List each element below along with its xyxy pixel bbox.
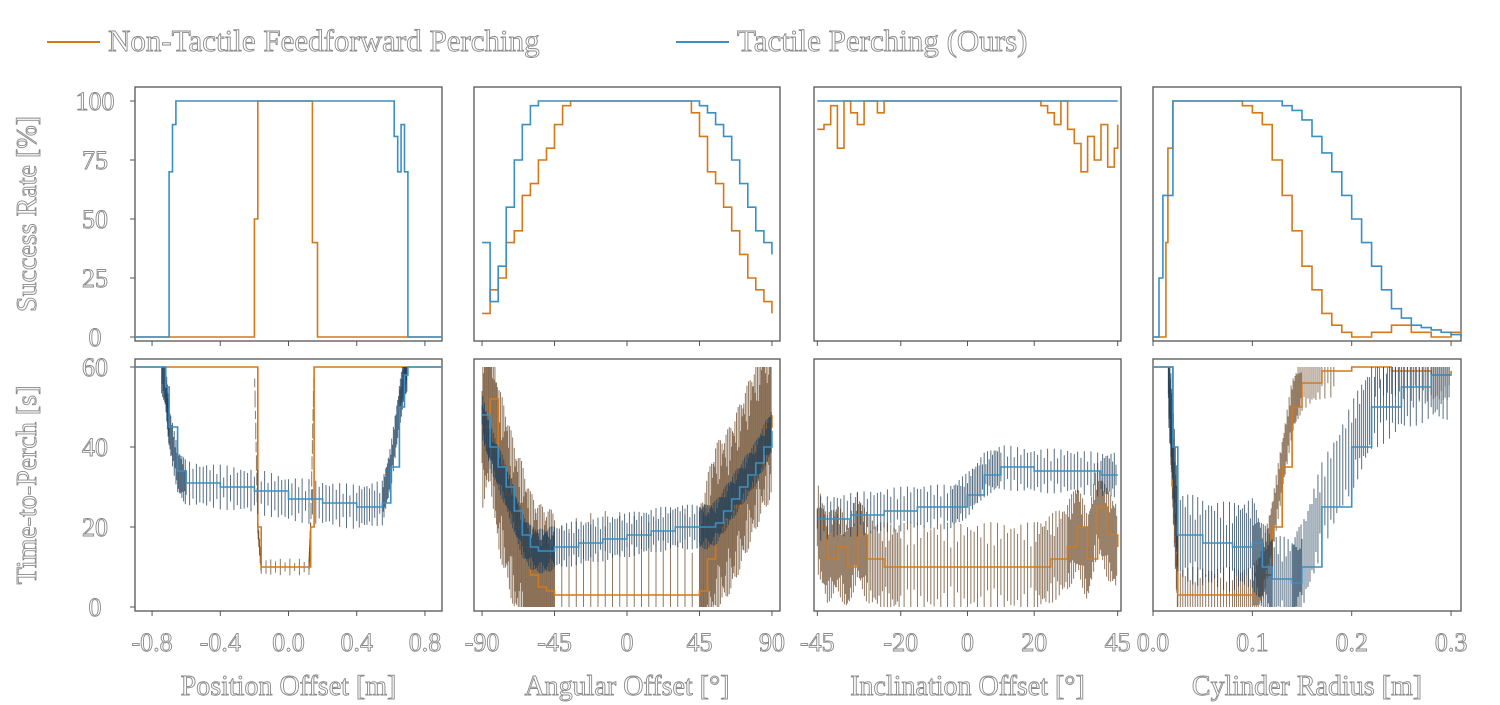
y-axis-title-success: Success Rate [%] — [12, 116, 43, 312]
panel-frame — [1152, 86, 1462, 342]
y-tick-label: 0 — [89, 323, 102, 352]
panel-time-to-perch-cylinder — [1152, 358, 1462, 616]
x-axis-title: Position Offset [m] — [181, 671, 397, 702]
y-tick-label: 100 — [76, 87, 115, 116]
y-axis-title-time: Time-to-Perch [s] — [12, 386, 43, 585]
panel-frame — [473, 86, 781, 342]
panel-time-to-perch-angular — [473, 358, 781, 616]
x-tick-label: 45 — [686, 628, 712, 657]
series-tactile — [1153, 366, 1452, 584]
series-tactile — [135, 366, 442, 508]
legend-label-0: Non-Tactile Feedforward Perching — [108, 23, 540, 58]
x-tick-label: -0.8 — [131, 628, 172, 657]
series-tactile — [482, 414, 773, 552]
x-tick-label: -0.4 — [200, 628, 241, 657]
x-tick-label: 0 — [621, 628, 634, 657]
series-non-tactile — [1153, 100, 1462, 338]
series-tactile — [135, 100, 442, 338]
panel-success-rate-position — [130, 86, 443, 346]
x-tick-label: -45 — [800, 628, 835, 657]
series-non-tactile — [135, 366, 442, 568]
x-tick-label: -20 — [883, 628, 918, 657]
x-tick-label: 0.3 — [1435, 628, 1468, 657]
x-tick-label: 0.0 — [1137, 628, 1170, 657]
y-tick-label: 50 — [82, 205, 108, 234]
panel-success-rate-cylinder — [1152, 86, 1462, 346]
x-axis-title: Angular Offset [°] — [524, 671, 729, 702]
y-tick-label: 20 — [82, 513, 108, 542]
y-tick-label: 0 — [89, 593, 102, 622]
series-tactile — [1153, 100, 1462, 338]
series-tactile — [482, 100, 773, 303]
x-tick-label: 0.2 — [1335, 628, 1368, 657]
panel-success-rate-angular — [473, 86, 781, 346]
panel-success-rate-inclination — [813, 86, 1122, 346]
panel-time-to-perch-inclination — [813, 358, 1122, 616]
x-tick-label: 0.0 — [272, 628, 305, 657]
x-tick-label: 45 — [1105, 628, 1131, 657]
x-tick-label: 20 — [1021, 628, 1047, 657]
series-non-tactile — [817, 506, 1119, 568]
y-tick-label: 25 — [82, 264, 108, 293]
x-tick-label: 0.1 — [1236, 628, 1269, 657]
panel-time-to-perch-position — [130, 358, 443, 616]
y-tick-label: 40 — [82, 433, 108, 462]
x-axis-title: Cylinder Radius [m] — [1192, 671, 1422, 702]
series-non-tactile — [817, 100, 1119, 173]
x-tick-label: 90 — [759, 628, 785, 657]
y-tick-label: 75 — [82, 146, 108, 175]
x-axis-title: Inclination Offset [°] — [850, 671, 1085, 702]
panel-frame — [1152, 358, 1462, 612]
series-non-tactile — [482, 100, 773, 315]
y-tick-label: 60 — [82, 353, 108, 382]
x-tick-label: -90 — [465, 628, 500, 657]
series-tactile — [817, 466, 1118, 520]
legend-label-1: Tactile Perching (Ours) — [737, 23, 1028, 58]
x-tick-label: -45 — [537, 628, 572, 657]
x-tick-label: 0.4 — [340, 628, 373, 657]
panel-frame — [134, 86, 443, 342]
x-tick-label: 0 — [961, 628, 974, 657]
x-tick-label: 0.8 — [409, 628, 442, 657]
